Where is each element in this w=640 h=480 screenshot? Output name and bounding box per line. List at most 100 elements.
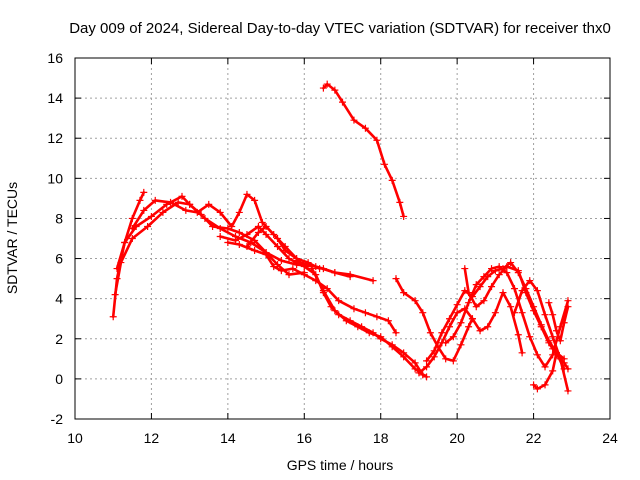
- data-point: [545, 299, 553, 307]
- data-point: [346, 273, 354, 281]
- data-point: [144, 222, 152, 230]
- data-point: [411, 365, 419, 373]
- data-point: [533, 385, 541, 393]
- data-point: [289, 265, 297, 273]
- data-point: [533, 287, 541, 295]
- data-point: [182, 206, 190, 214]
- data-point: [564, 365, 572, 373]
- y-tick-label: -2: [51, 411, 64, 427]
- data-point: [319, 287, 327, 295]
- data-point: [369, 277, 377, 285]
- plot-frame: [74, 57, 611, 420]
- x-tick-label: 14: [220, 430, 236, 446]
- data-point: [270, 263, 278, 271]
- data-point: [541, 363, 549, 371]
- data-point: [251, 247, 259, 255]
- data-point: [564, 387, 572, 395]
- data-point: [136, 196, 144, 204]
- data-point: [235, 208, 243, 216]
- data-point: [423, 363, 431, 371]
- data-point: [549, 333, 557, 341]
- data-point: [430, 353, 438, 361]
- data-point: [461, 265, 469, 273]
- data-point: [488, 283, 496, 291]
- series-layer: [109, 80, 572, 395]
- data-point: [438, 329, 446, 337]
- series-sat-r: [545, 299, 572, 345]
- data-point: [235, 228, 243, 236]
- data-point: [339, 98, 346, 106]
- data-point: [476, 327, 484, 335]
- data-point: [465, 289, 473, 297]
- data-point: [449, 357, 457, 365]
- data-point: [216, 224, 224, 232]
- data-point: [556, 337, 564, 345]
- grid: [75, 58, 610, 419]
- data-point: [522, 289, 530, 297]
- data-point: [316, 265, 324, 273]
- data-point: [530, 381, 538, 389]
- data-point: [308, 265, 316, 273]
- data-point: [533, 351, 541, 359]
- data-point: [228, 222, 236, 230]
- series-sat-l: [415, 289, 526, 377]
- data-point: [510, 309, 518, 317]
- data-point: [243, 230, 251, 238]
- data-point: [354, 323, 362, 331]
- data-point: [495, 271, 503, 279]
- data-point: [453, 301, 461, 309]
- data-point: [537, 323, 545, 331]
- data-point: [331, 86, 339, 94]
- data-point: [128, 224, 136, 232]
- data-point: [553, 327, 560, 335]
- data-point: [480, 297, 488, 305]
- data-point: [243, 190, 251, 198]
- y-tick-label: 10: [47, 170, 63, 186]
- data-point: [411, 297, 419, 305]
- y-tick-label: 2: [55, 331, 63, 347]
- data-point: [300, 263, 308, 271]
- data-point: [293, 257, 301, 265]
- data-point: [507, 303, 515, 311]
- data-point: [350, 305, 358, 313]
- data-point: [465, 323, 473, 331]
- data-point: [400, 289, 408, 297]
- data-point: [495, 263, 503, 271]
- y-tick-label: 0: [55, 371, 63, 387]
- data-point: [258, 218, 266, 226]
- data-point: [285, 255, 293, 263]
- data-point: [262, 222, 270, 230]
- data-point: [503, 269, 511, 277]
- data-point: [350, 116, 358, 124]
- data-point: [518, 349, 526, 357]
- series-line: [218, 225, 352, 278]
- data-point: [277, 257, 285, 265]
- data-point: [186, 200, 194, 208]
- data-point: [514, 267, 522, 275]
- data-point: [361, 124, 369, 132]
- data-point: [392, 275, 400, 283]
- data-point: [449, 333, 457, 341]
- data-point: [262, 251, 270, 259]
- x-tick-label: 20: [449, 430, 465, 446]
- data-point: [514, 331, 522, 339]
- data-point: [381, 160, 389, 168]
- data-point: [281, 247, 289, 255]
- data-point: [128, 235, 136, 242]
- data-point: [235, 241, 243, 249]
- data-point: [140, 188, 148, 196]
- data-point: [323, 80, 331, 88]
- data-point: [331, 269, 339, 277]
- data-point: [193, 208, 201, 216]
- data-point: [446, 315, 453, 323]
- data-point: [201, 214, 209, 222]
- data-point: [335, 297, 343, 305]
- data-point: [277, 267, 285, 275]
- data-point: [526, 333, 534, 341]
- data-point: [468, 315, 476, 323]
- data-point: [300, 271, 308, 279]
- y-tick-label: 6: [55, 251, 63, 267]
- data-point: [178, 192, 186, 200]
- data-point: [323, 285, 331, 293]
